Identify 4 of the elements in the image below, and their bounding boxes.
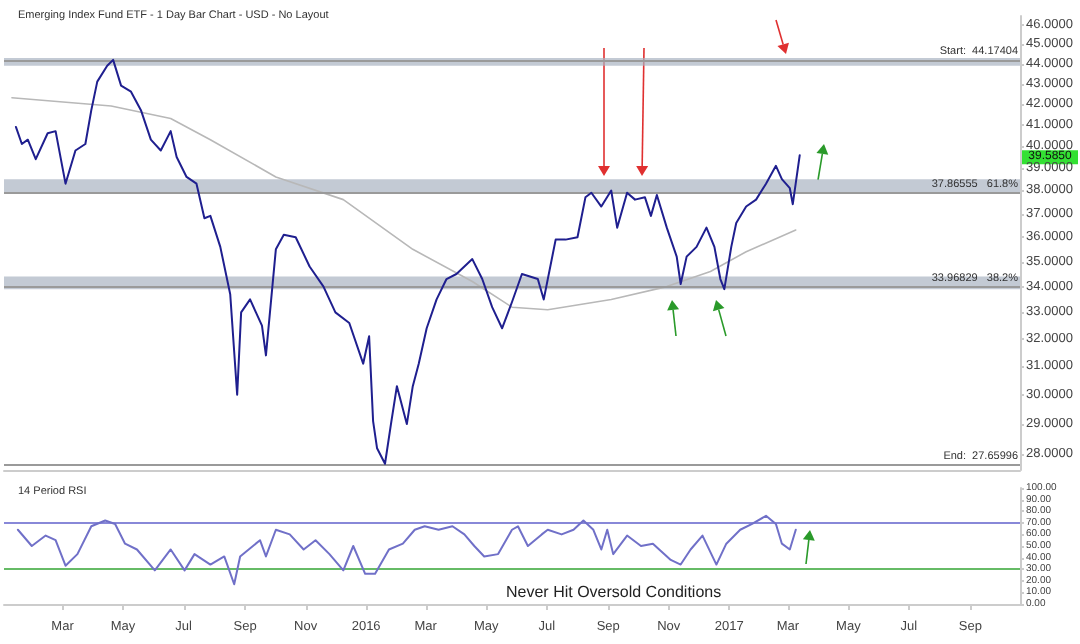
line-series [11,97,797,311]
annotation: Never Hit Oversold Conditions [505,583,722,601]
line-series [14,58,801,465]
line-series [16,514,797,586]
